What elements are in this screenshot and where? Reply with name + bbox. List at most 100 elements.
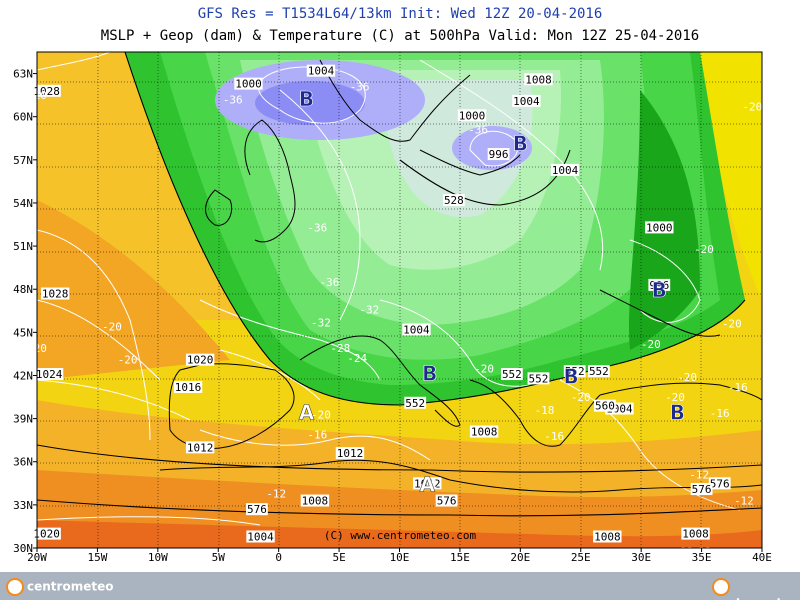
- pressure-label-box: [413, 477, 442, 490]
- geop-label: 552: [565, 365, 585, 378]
- high-pressure-center: A: [420, 472, 436, 496]
- lon-label: 15W: [87, 551, 107, 564]
- pressure-label-box: [648, 278, 671, 291]
- graticule: [37, 52, 762, 548]
- geop-label: 576: [692, 483, 712, 496]
- geop-label: 552: [589, 365, 609, 378]
- lon-label: 15E: [450, 551, 470, 564]
- geop-label-box: [594, 399, 616, 412]
- pressure-label-box: [457, 109, 487, 122]
- temperature-label: -20: [694, 243, 714, 256]
- geop-label-box: [404, 396, 427, 409]
- temperature-label: -20: [474, 362, 494, 375]
- pressure-label-box: [469, 425, 499, 438]
- geop-label-box: [500, 368, 523, 381]
- geop-label-box: [563, 365, 586, 378]
- geop-label: 576: [437, 495, 457, 508]
- pressure-label-box: [402, 323, 431, 336]
- logo-left-text: centrometeo: [27, 579, 114, 594]
- pressure-label: 1004: [552, 164, 579, 177]
- geop-label-box: [587, 365, 610, 378]
- pressure-label: 1008: [471, 426, 498, 439]
- pressure-label: 1000: [646, 221, 673, 234]
- lat-label: 57N: [13, 154, 33, 167]
- lat-label: 39N: [13, 413, 33, 426]
- temperature-label: -18: [535, 404, 555, 417]
- pressure-label: 1020: [33, 528, 60, 541]
- pressure-label-box: [487, 148, 510, 161]
- pressure-label-box: [512, 94, 541, 107]
- temperature-label: -20: [722, 318, 742, 331]
- lon-label: 5W: [212, 551, 226, 564]
- lat-label: 30N: [13, 542, 33, 555]
- lat-label: 42N: [13, 369, 33, 382]
- temperature-label: -12: [689, 469, 709, 482]
- lat-label: 51N: [13, 240, 33, 253]
- lat-label: 54N: [13, 197, 33, 210]
- temperature-label: -32: [311, 316, 331, 329]
- pressure-label: 1028: [33, 85, 60, 98]
- labels-layer: 1004 1000 1028 1008 1004 1000 996 1004 1000 996 10…: [27, 64, 762, 558]
- logo-mark-icon: [6, 578, 24, 596]
- temperature-label: -20: [118, 354, 138, 367]
- pressure-label: 1004: [308, 65, 335, 78]
- geop-label: 560: [595, 400, 615, 413]
- lat-label: 48N: [13, 283, 33, 296]
- temperature-label: -16: [710, 407, 730, 420]
- geop-label: 528: [444, 194, 464, 207]
- temperature-label: -16: [728, 381, 748, 394]
- temperature-label: -16: [544, 430, 564, 443]
- low-pressure-center: B: [563, 364, 578, 388]
- temperature-label: -20: [102, 321, 122, 334]
- pressure-label-box: [40, 287, 70, 300]
- lon-label: 5E: [332, 551, 345, 564]
- pressure-label: 1000: [235, 78, 262, 91]
- geop-label-box: [708, 477, 731, 490]
- pressure-label: 1012: [187, 441, 214, 454]
- pressure-label: 1008: [302, 495, 329, 508]
- temperature-label: -12: [417, 477, 437, 490]
- lat-label: 36N: [13, 456, 33, 469]
- pressure-label-box: [32, 527, 61, 540]
- temperature-label: -36: [223, 93, 243, 106]
- pressure-label-box: [306, 64, 336, 77]
- temperature-label: -24: [347, 352, 367, 365]
- lon-label: 35E: [692, 551, 712, 564]
- pressure-label-box: [681, 527, 710, 540]
- pressure-label: 1004: [403, 323, 430, 336]
- low-pressure-center: B: [299, 87, 314, 111]
- pressure-label-box: [173, 380, 203, 393]
- geop-label-box: [690, 483, 713, 496]
- temperature-label: -36: [468, 124, 488, 137]
- lon-label: 25E: [571, 551, 591, 564]
- lat-label: 60N: [13, 111, 33, 124]
- pressure-label-box: [185, 441, 215, 454]
- temperature-label: -28: [330, 342, 350, 355]
- geop-label: 552: [405, 397, 425, 410]
- geop-label: 552: [529, 372, 549, 385]
- pressure-label-box: [335, 447, 365, 460]
- pressure-label: 1004: [247, 530, 274, 543]
- temperature-label: -20: [641, 338, 661, 351]
- geop-label: 552: [502, 368, 522, 381]
- geop-label-box: [246, 503, 268, 516]
- geop-label-box: [527, 372, 550, 385]
- logo-right-text: centrometeo: [712, 596, 799, 610]
- lon-label: 20W: [27, 551, 47, 564]
- pressure-label: 1028: [42, 288, 69, 301]
- pressure-label-box: [550, 163, 580, 176]
- temperature-label: -36: [319, 276, 339, 289]
- pressure-label: 996: [649, 279, 669, 292]
- pressure-label: 1008: [682, 528, 709, 541]
- pressure-label: 996: [489, 148, 509, 161]
- temperature-label: -20: [677, 371, 697, 384]
- temperature-label: -36: [350, 81, 370, 94]
- low-pressure-center: B: [513, 132, 528, 156]
- temperature-label: -20: [665, 391, 685, 404]
- low-pressure-center: B: [652, 278, 667, 302]
- temperature-label: -20: [311, 408, 331, 421]
- lat-label: 33N: [13, 499, 33, 512]
- isobars: [37, 52, 741, 526]
- header-field-info: MSLP + Geop (dam) & Temperature (C) at 5…: [100, 28, 700, 44]
